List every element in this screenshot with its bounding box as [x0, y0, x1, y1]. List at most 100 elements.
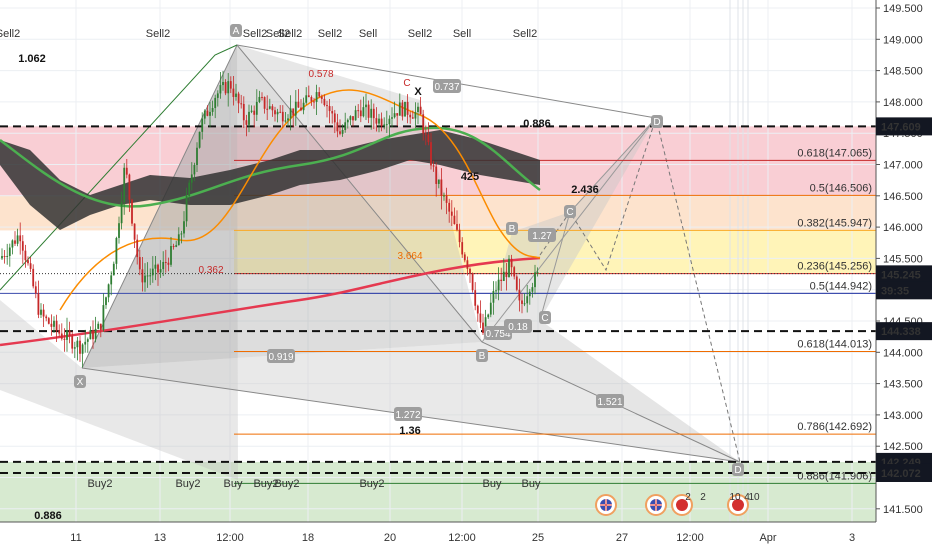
- candle-body: [229, 81, 232, 89]
- candle-body: [149, 275, 152, 277]
- candle-body: [484, 317, 487, 334]
- sell-signal: Sell2: [318, 28, 342, 40]
- candle-body: [305, 95, 308, 103]
- pattern-point-B: B: [476, 349, 488, 362]
- ratio-pill: [394, 407, 422, 421]
- candle-body: [344, 122, 347, 131]
- candle-body: [19, 235, 22, 242]
- candle-body: [99, 323, 102, 330]
- candle-body: [128, 174, 131, 200]
- pattern-triangle: [82, 342, 740, 462]
- sell-signal: Sell2: [278, 28, 302, 40]
- candle-body: [307, 95, 310, 98]
- candle-body: [209, 111, 211, 116]
- candle-body: [188, 182, 191, 197]
- fib-level-label: 0.618(147.065): [797, 147, 872, 159]
- chart-annotation: 1.062: [18, 53, 46, 65]
- candle-body: [237, 93, 240, 104]
- candle-body: [11, 240, 14, 248]
- candle-body: [271, 106, 274, 111]
- candle-body: [253, 110, 256, 115]
- candle-body: [276, 111, 279, 115]
- candle-body: [450, 211, 453, 216]
- ratio-value: 1.521: [597, 397, 622, 408]
- chart-annotation: 0.886: [523, 118, 551, 130]
- candle-body: [32, 268, 35, 287]
- ratio-label: 1.27: [528, 228, 556, 242]
- candle-body: [463, 254, 466, 261]
- candle-body: [453, 215, 456, 225]
- buy-signal: Buy2: [87, 478, 112, 490]
- candle-body: [138, 257, 141, 270]
- candle-body: [476, 305, 479, 314]
- candle-body: [71, 335, 74, 349]
- candle-body: [94, 328, 97, 340]
- candle-body: [315, 92, 318, 102]
- time-tick-label: 12:00: [448, 532, 476, 544]
- pattern-triangle: [82, 45, 482, 368]
- candle-body: [201, 118, 204, 132]
- chart-annotation: 0.886: [34, 510, 62, 522]
- candle-body: [469, 268, 471, 274]
- ratio-value: 1.27: [532, 231, 552, 242]
- ratio-label: 0.737: [433, 79, 461, 93]
- pattern-point-label: X: [77, 377, 84, 388]
- candles: [1, 70, 539, 368]
- candle-body: [47, 318, 50, 324]
- ratio-pill: [267, 349, 295, 363]
- event-core: [732, 499, 744, 511]
- candle-body: [349, 116, 352, 120]
- sell-signal: Sell: [453, 28, 471, 40]
- candle-body: [302, 102, 305, 111]
- chart-annotation: 1.36: [399, 425, 420, 437]
- candle-body: [227, 81, 230, 94]
- candle-body: [190, 174, 193, 183]
- price-label: 147.609: [876, 117, 932, 136]
- candle-body: [435, 166, 438, 184]
- candle-body: [310, 97, 313, 102]
- sell-signal: Sell2: [513, 28, 537, 40]
- candle-body: [151, 268, 154, 276]
- candle-body: [385, 124, 388, 126]
- candle-body: [240, 103, 243, 105]
- price-label-bg: [876, 265, 932, 284]
- chart-annotation: C: [403, 78, 410, 89]
- time-tick-label: 27: [616, 532, 628, 544]
- candle-body: [365, 104, 367, 108]
- pattern-point-box: [732, 463, 744, 476]
- time-tick-label: 13: [154, 532, 166, 544]
- candle-body: [510, 258, 513, 268]
- candle-body: [115, 237, 118, 264]
- candle-body: [284, 120, 287, 122]
- candle-body: [409, 114, 412, 118]
- candle-body: [326, 105, 328, 107]
- candle-body: [102, 305, 105, 330]
- candle-body: [24, 250, 27, 261]
- pattern-triangle: [482, 320, 740, 462]
- ratio-value: 0.737: [434, 82, 459, 93]
- fib-level-label: 0.382(145.947): [797, 217, 872, 229]
- candle-body: [328, 106, 331, 112]
- chart-annotation: 425: [461, 171, 479, 183]
- candle-body: [97, 323, 100, 329]
- candle-body: [133, 223, 136, 240]
- candle-body: [526, 296, 529, 304]
- candle-body: [86, 339, 89, 342]
- candle-body: [281, 111, 284, 122]
- price-label: 39:35: [876, 281, 932, 300]
- candle-body: [375, 118, 378, 124]
- event-count: 2: [700, 492, 706, 503]
- candle-body: [370, 108, 373, 118]
- fib-level-label: 0.236(145.256): [797, 261, 872, 273]
- candle-body: [320, 96, 323, 99]
- ema-band-cloud: [0, 130, 540, 230]
- candle-body: [359, 110, 362, 117]
- candle-body: [437, 179, 440, 184]
- pattern-triangle: [0, 45, 238, 480]
- event-badge-icon: [727, 494, 749, 516]
- candle-body: [406, 101, 409, 115]
- price-tick-label: 141.500: [883, 504, 923, 516]
- candle-body: [196, 147, 198, 165]
- pattern-point-X: X: [74, 375, 86, 388]
